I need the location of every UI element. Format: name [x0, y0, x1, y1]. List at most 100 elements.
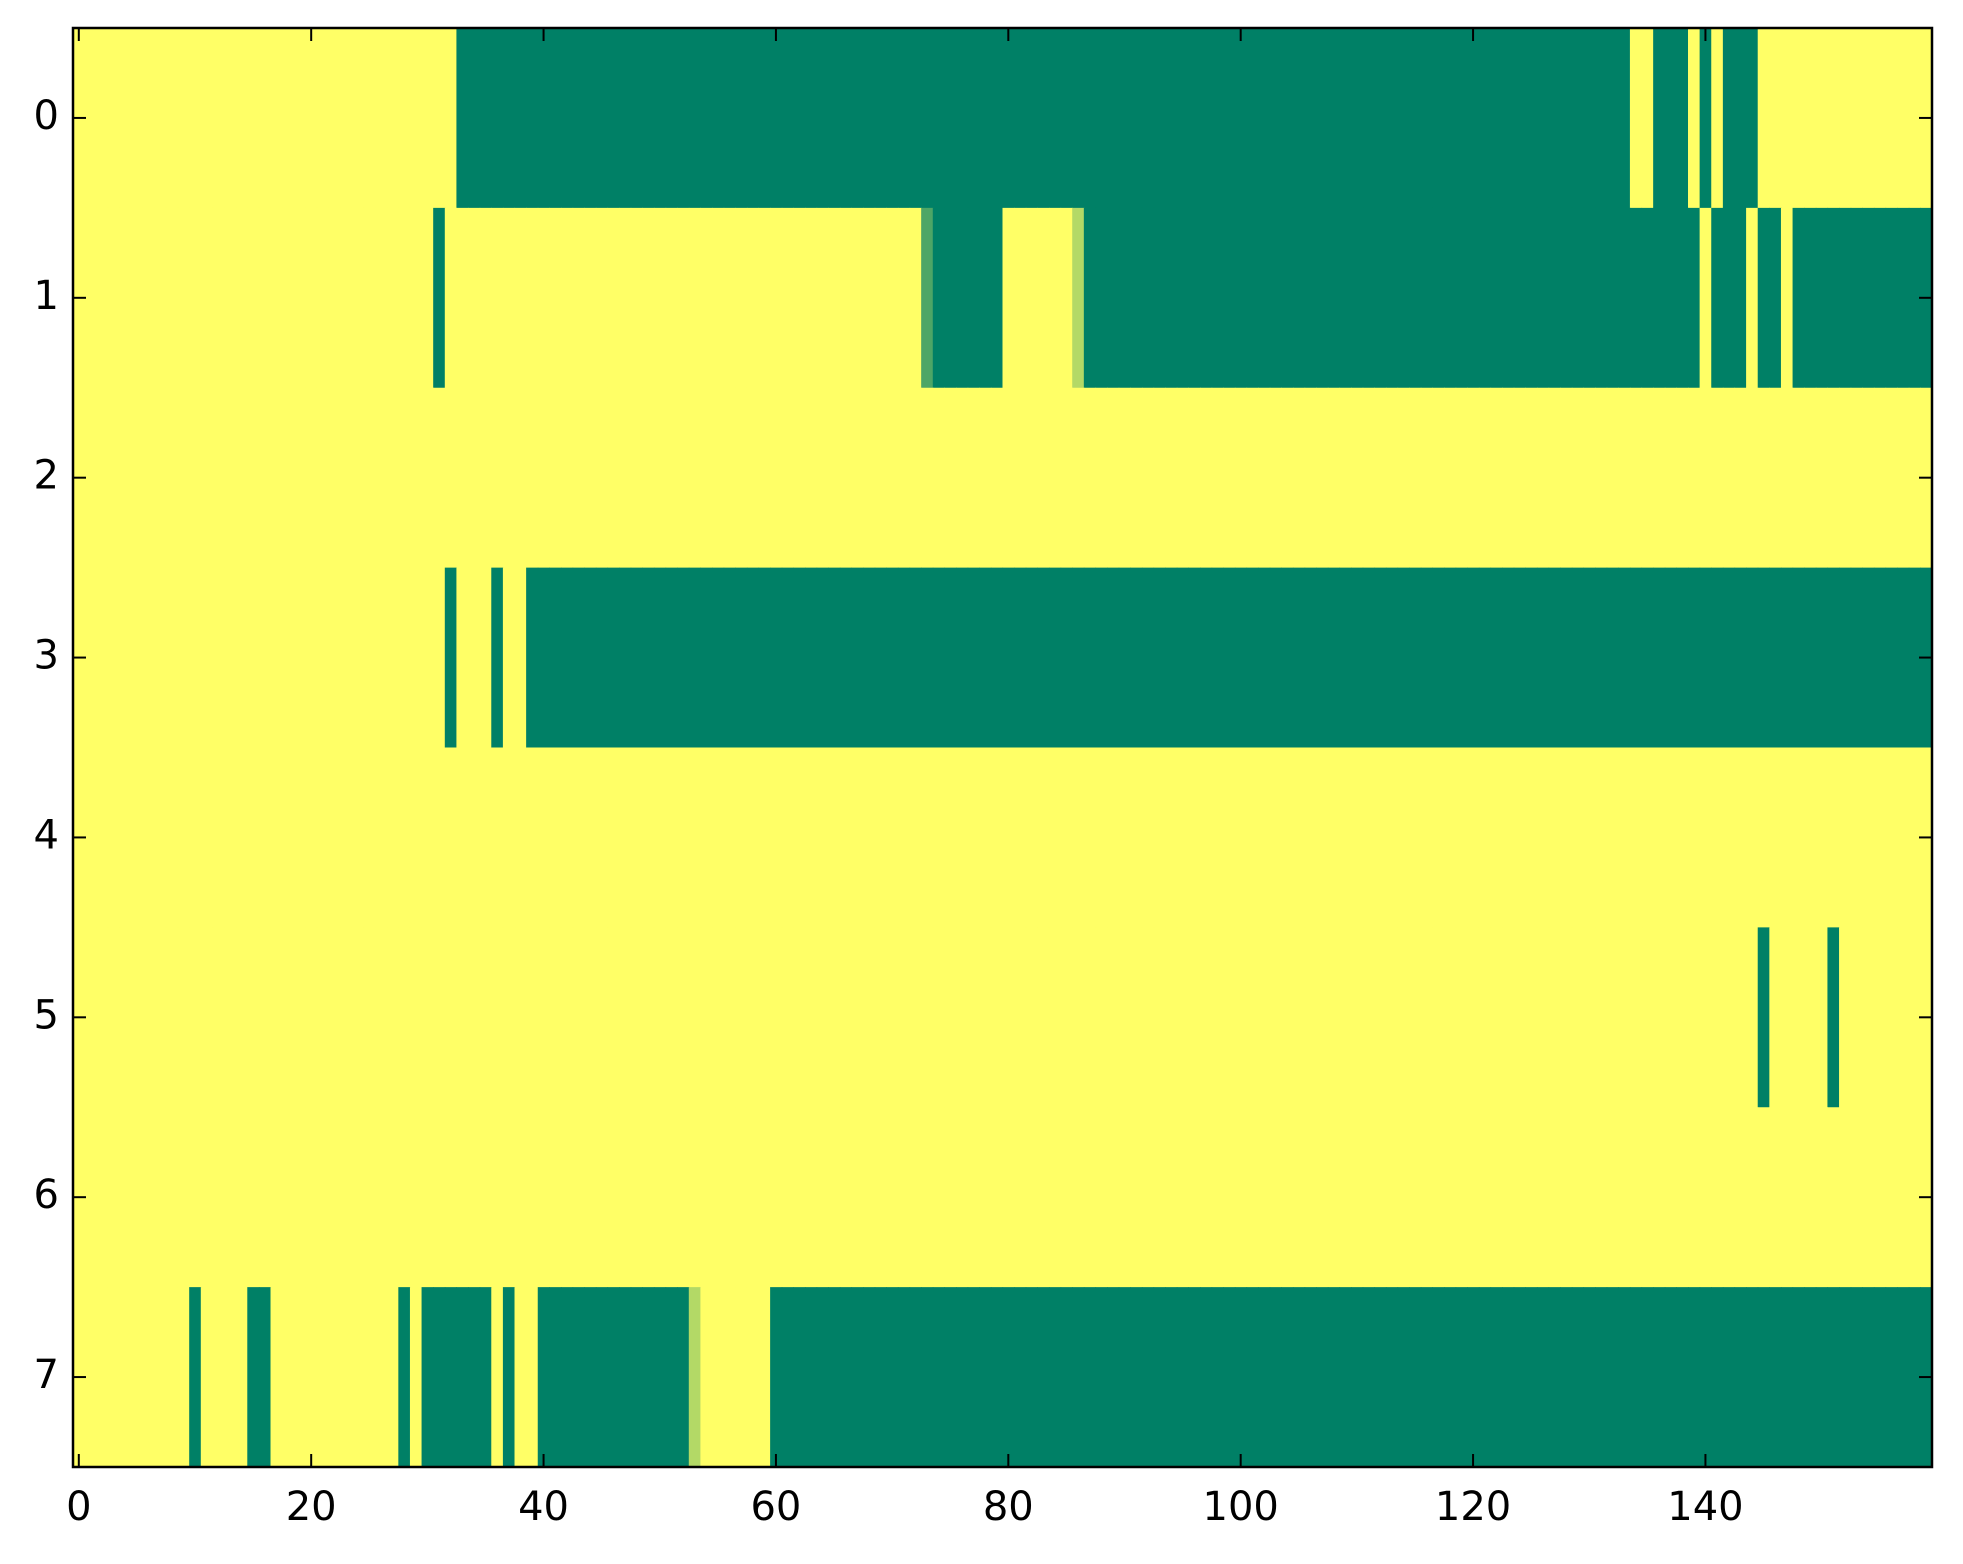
cell: [363, 1107, 376, 1288]
y-tick-label: 3: [34, 633, 59, 679]
cell: [1583, 567, 1596, 749]
cell: [921, 387, 934, 569]
cell: [560, 567, 574, 749]
cell: [863, 28, 876, 209]
cell: [1490, 567, 1503, 749]
cell: [1444, 207, 1457, 389]
cell: [700, 1107, 713, 1288]
cell: [1374, 1287, 1387, 1468]
cell: [1002, 927, 1015, 1108]
cell: [189, 1287, 202, 1468]
cell: [1351, 387, 1364, 569]
cell: [1420, 1107, 1433, 1288]
cell: [642, 927, 655, 1108]
cell: [235, 567, 248, 749]
cell: [142, 567, 155, 749]
cell: [572, 1287, 585, 1468]
cell: [688, 1107, 702, 1288]
cell: [1258, 927, 1271, 1108]
cell: [1200, 28, 1213, 209]
cell: [479, 1107, 492, 1288]
cell: [863, 1107, 876, 1288]
cell: [1525, 567, 1538, 749]
cell: [700, 28, 713, 209]
cell: [386, 747, 399, 928]
cell: [1037, 1287, 1050, 1468]
cell: [1676, 28, 1689, 209]
cell: [468, 747, 481, 928]
cell: [700, 207, 713, 389]
cell: [1618, 927, 1631, 1108]
cell: [212, 747, 225, 928]
cell: [665, 927, 678, 1108]
cell: [1897, 387, 1910, 569]
cell: [1513, 1107, 1526, 1288]
cell: [398, 207, 411, 389]
cell: [549, 1287, 562, 1468]
cell: [653, 1287, 667, 1468]
cell: [421, 1287, 434, 1468]
cell: [1676, 747, 1689, 928]
y-tick-label: 5: [34, 992, 59, 1038]
cell: [375, 1287, 388, 1468]
cell: [189, 387, 202, 569]
cell: [84, 567, 97, 749]
cell: [1107, 28, 1120, 209]
cell: [235, 387, 248, 569]
cell: [1327, 387, 1341, 569]
cell: [1780, 387, 1794, 569]
cell: [479, 28, 492, 209]
cell: [735, 207, 748, 389]
cell: [932, 1287, 946, 1468]
cell: [1722, 28, 1736, 209]
cell: [1327, 927, 1341, 1108]
cell: [491, 28, 504, 209]
cell: [247, 747, 260, 928]
cell: [851, 1107, 864, 1288]
cell: [1583, 1287, 1596, 1468]
cell: [1037, 387, 1050, 569]
cell: [1176, 927, 1189, 1108]
cell: [886, 567, 899, 749]
cell: [1397, 927, 1410, 1108]
cell: [1432, 1107, 1445, 1288]
cell: [107, 387, 121, 569]
cell: [1014, 567, 1027, 749]
cell: [1083, 927, 1097, 1108]
cell: [700, 1287, 713, 1468]
cell: [1792, 927, 1805, 1108]
cell: [1908, 1107, 1921, 1288]
cell: [1536, 927, 1550, 1108]
cell: [677, 747, 690, 928]
cell: [1502, 927, 1515, 1108]
cell: [328, 927, 341, 1108]
cell: [804, 747, 818, 928]
cell: [1815, 567, 1829, 749]
cell: [258, 207, 272, 389]
cell: [1362, 1107, 1375, 1288]
cell: [1374, 207, 1387, 389]
cell: [1118, 207, 1131, 389]
cell: [944, 927, 957, 1108]
cell: [1014, 1287, 1027, 1468]
cell: [1641, 207, 1654, 389]
cell: [386, 1107, 399, 1288]
cell: [642, 1287, 655, 1468]
cell: [1281, 747, 1294, 928]
cell: [712, 387, 725, 569]
cell: [979, 207, 992, 389]
cell: [1025, 207, 1038, 389]
cell: [1502, 747, 1515, 928]
cell: [1734, 207, 1747, 389]
cell: [1025, 1107, 1038, 1288]
cell: [653, 387, 667, 569]
cell: [816, 567, 829, 749]
cell: [746, 567, 760, 749]
cell: [177, 927, 190, 1108]
cell: [421, 387, 434, 569]
cell: [1618, 1107, 1631, 1288]
cell: [560, 747, 574, 928]
cell: [595, 1287, 609, 1468]
cell: [305, 207, 318, 389]
cell: [584, 28, 597, 209]
